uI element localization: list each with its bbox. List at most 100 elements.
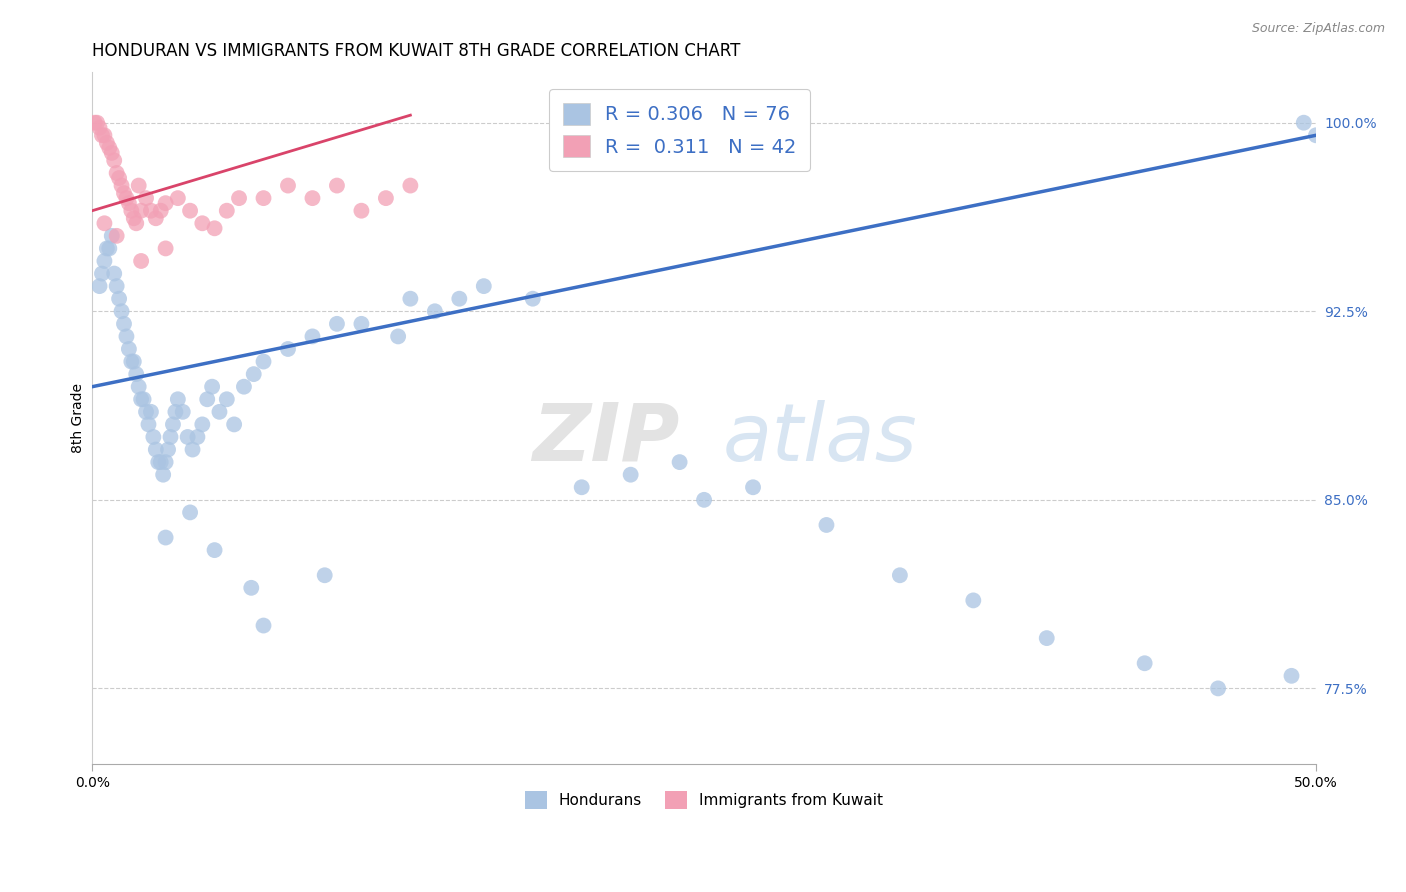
Point <box>399 178 422 193</box>
Point <box>145 211 167 226</box>
Point <box>166 191 188 205</box>
Point <box>204 543 226 558</box>
Point <box>83 116 105 130</box>
Point <box>108 292 131 306</box>
Point <box>118 196 141 211</box>
Point <box>277 178 299 193</box>
Point <box>314 568 336 582</box>
Point <box>252 618 274 632</box>
Point <box>135 405 157 419</box>
Point <box>224 417 246 432</box>
Point <box>242 367 264 381</box>
Point <box>148 455 170 469</box>
Point <box>120 203 142 218</box>
Point <box>129 203 152 218</box>
Point <box>166 392 188 407</box>
Point <box>91 267 114 281</box>
Point <box>91 128 114 143</box>
Point <box>815 518 838 533</box>
Point <box>1133 657 1156 671</box>
Point <box>326 317 349 331</box>
Point <box>108 171 131 186</box>
Point <box>115 329 138 343</box>
Point <box>149 203 172 218</box>
Point <box>215 392 238 407</box>
Point <box>215 203 238 218</box>
Point <box>145 442 167 457</box>
Point <box>155 531 177 545</box>
Point <box>208 405 231 419</box>
Point <box>889 568 911 582</box>
Point <box>668 455 690 469</box>
Point <box>742 480 765 494</box>
Point <box>125 216 148 230</box>
Point <box>96 241 118 255</box>
Point <box>195 392 218 407</box>
Point <box>142 430 165 444</box>
Point <box>962 593 984 607</box>
Point <box>105 228 128 243</box>
Point <box>132 392 155 407</box>
Point <box>252 191 274 205</box>
Text: ZIP: ZIP <box>533 400 681 478</box>
Point <box>128 178 150 193</box>
Point <box>125 367 148 381</box>
Point <box>301 191 323 205</box>
Point <box>115 191 138 205</box>
Point <box>86 116 108 130</box>
Point <box>103 267 125 281</box>
Point <box>374 191 396 205</box>
Point <box>93 128 115 143</box>
Point <box>1305 128 1327 143</box>
Point <box>98 141 121 155</box>
Point <box>105 166 128 180</box>
Point <box>103 153 125 168</box>
Point <box>1035 631 1057 645</box>
Point <box>179 505 201 519</box>
Point <box>100 145 122 160</box>
Text: HONDURAN VS IMMIGRANTS FROM KUWAIT 8TH GRADE CORRELATION CHART: HONDURAN VS IMMIGRANTS FROM KUWAIT 8TH G… <box>93 42 741 60</box>
Point <box>138 417 160 432</box>
Point <box>232 380 254 394</box>
Point <box>110 178 132 193</box>
Point <box>118 342 141 356</box>
Point <box>181 442 204 457</box>
Point <box>122 211 145 226</box>
Point <box>172 405 194 419</box>
Point <box>1281 669 1303 683</box>
Point <box>155 241 177 255</box>
Point <box>110 304 132 318</box>
Point <box>155 455 177 469</box>
Point <box>152 467 174 482</box>
Point <box>423 304 446 318</box>
Point <box>693 492 716 507</box>
Point <box>129 392 152 407</box>
Point <box>93 254 115 268</box>
Point <box>277 342 299 356</box>
Point <box>252 354 274 368</box>
Point <box>129 254 152 268</box>
Point <box>228 191 250 205</box>
Point <box>139 203 162 218</box>
Point <box>301 329 323 343</box>
Point <box>176 430 198 444</box>
Legend: Hondurans, Immigrants from Kuwait: Hondurans, Immigrants from Kuwait <box>519 785 889 815</box>
Point <box>350 317 373 331</box>
Point <box>449 292 471 306</box>
Point <box>100 228 122 243</box>
Text: Source: ZipAtlas.com: Source: ZipAtlas.com <box>1251 22 1385 36</box>
Point <box>155 196 177 211</box>
Point <box>120 354 142 368</box>
Point <box>387 329 409 343</box>
Y-axis label: 8th Grade: 8th Grade <box>72 384 86 453</box>
Point <box>165 405 187 419</box>
Point <box>89 120 111 135</box>
Point <box>159 430 181 444</box>
Point <box>93 216 115 230</box>
Point <box>112 186 135 200</box>
Point <box>201 380 224 394</box>
Point <box>522 292 544 306</box>
Point <box>326 178 349 193</box>
Point <box>96 136 118 150</box>
Point <box>135 191 157 205</box>
